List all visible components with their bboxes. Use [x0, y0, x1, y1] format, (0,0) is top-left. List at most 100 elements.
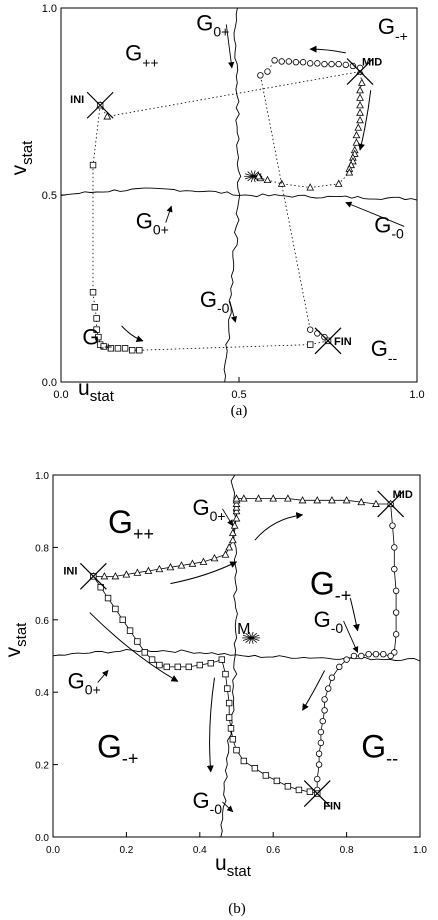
panel-a-curve-label: G0+ — [136, 209, 169, 238]
panel-b-triangle-point — [232, 514, 241, 522]
panel-a-circle-point — [307, 60, 314, 67]
panel-a-triangle-point — [103, 112, 112, 120]
panel-a-triangle-point — [357, 78, 366, 86]
panel-a-saddle-stroke — [252, 170, 256, 177]
panel-b-saddle-stroke — [242, 637, 252, 641]
panel-a-triangle-point — [334, 179, 343, 187]
panel-b-square-point — [156, 661, 163, 669]
panel-b-y-tick-label: 0.2 — [35, 761, 49, 772]
panel-b-triangle-point — [342, 496, 351, 504]
panel-b-triangle-point — [225, 543, 234, 551]
panel-a-flow-arrow — [309, 45, 346, 54]
panel-a-square-point — [128, 347, 136, 354]
panel-b-plot-frame — [52, 474, 421, 838]
panel-b-marker-label: INI — [63, 565, 77, 577]
panel-a-curve-label-arrow — [345, 201, 405, 227]
panel-b-square-point — [227, 725, 235, 732]
panel-b-triangle-point — [357, 497, 366, 506]
panel-a-curve-label-sub: -0 — [391, 225, 404, 241]
panel-a-triangle-point — [356, 86, 364, 94]
panel-b-triangle-point — [239, 494, 248, 502]
panel-b-triangle-point — [328, 496, 336, 504]
panel-b: (b) 0.0 0.2 0.4 0.6 0.8 1.0 0.0 0.2 0.4 0.6 0.8 1.0… — [2, 471, 427, 917]
panel-a-circle-point — [299, 59, 307, 66]
panel-b-circle-point — [392, 587, 400, 595]
panel-b-square-point — [218, 656, 226, 663]
panel-a-series-circle-line — [259, 59, 361, 342]
panel-b-curve-label: G-0 — [192, 788, 222, 817]
panel-a-circle-point — [328, 60, 335, 68]
panel-a-region-label: G++ — [125, 40, 158, 70]
panel-b-saddle-stroke — [248, 631, 252, 639]
panel-b-square-point — [148, 656, 156, 663]
panel-a-square-point — [93, 326, 100, 333]
panel-b-circle-point — [317, 728, 325, 736]
panel-a-triangle-point — [345, 168, 354, 176]
panel-a-triangle-point — [306, 183, 315, 191]
panel-a-y-axis-label: vstat — [8, 140, 36, 176]
panel-b-x-tick-label: 0.0 — [46, 845, 60, 856]
panel-a-circle-point — [356, 64, 364, 72]
panel-a-x-tick-label: 0.0 — [53, 389, 68, 401]
panel-a-caption: (a) — [231, 403, 248, 419]
panel-a: (a) 0.0 0.5 1.0 0.0 0.5 1.0 ustat vstat INI MID FI… — [8, 3, 425, 419]
panel-a-circle-point — [307, 326, 314, 333]
panel-a-region-label-sub: -+ — [99, 339, 112, 355]
panel-b-x-tick-label: 1.0 — [413, 845, 427, 856]
panel-b-circle-point — [321, 696, 328, 703]
panel-a-square-point — [89, 289, 97, 296]
panel-a-y-tick-label: 0.5 — [42, 190, 57, 202]
panel-b-marker-label: M — [237, 621, 250, 638]
panel-b-region-label-sub: -+ — [335, 585, 352, 605]
panel-a-square-point — [100, 343, 107, 350]
panel-b-circle-point — [317, 739, 325, 747]
panel-a-triangle-point — [356, 93, 364, 101]
panel-b-circle-point — [315, 761, 323, 768]
panel-b-x-axis-label-sub: stat — [227, 863, 252, 880]
panel-b-square-point — [251, 765, 259, 772]
panel-b-saddle-stroke — [250, 637, 258, 643]
panel-a-curve-label-sub: 0+ — [153, 222, 169, 238]
panel-b-x-tick-label: 0.2 — [119, 845, 133, 856]
panel-b-square-point — [126, 627, 134, 634]
panel-a-square-point — [91, 303, 99, 311]
panel-b-triangle-point — [122, 570, 131, 578]
panel-a-curve-label: G-0 — [374, 212, 404, 241]
panel-a-triangle-point — [356, 100, 364, 109]
panel-b-triangle-point — [232, 494, 241, 502]
panel-a-y-tick-label: 1.0 — [42, 3, 57, 15]
panel-b-curve-label-sub: 0+ — [210, 508, 226, 524]
panel-b-separatrix-horizontal — [52, 649, 421, 662]
panel-b-triangle-point — [232, 499, 241, 507]
panel-b-circle-point — [392, 631, 400, 638]
panel-b-triangle-point — [210, 554, 219, 562]
panel-b-y-tick-label: 0.6 — [35, 616, 49, 627]
panel-b-triangle-point — [313, 496, 322, 504]
panel-b-triangle-point — [144, 566, 153, 574]
panel-b-square-point — [196, 661, 203, 669]
panel-b-saddle-stroke — [250, 632, 258, 639]
panel-b-circle-point — [336, 663, 343, 671]
panel-b-flow-arrow — [89, 612, 179, 682]
panel-b-region-label-sub: -- — [386, 748, 398, 768]
panel-b-triangle-point — [232, 503, 241, 511]
panel-b-triangle-point — [188, 559, 197, 567]
panel-a-saddle-stroke — [247, 171, 254, 177]
panel-a-region-label-sub: ++ — [142, 54, 158, 70]
panel-a-region-label: G-+ — [82, 325, 112, 355]
panel-b-circle-point — [372, 650, 380, 658]
panel-b-triangle-point — [177, 561, 186, 569]
panel-b-square-point — [224, 685, 231, 692]
panel-b-square-point — [306, 788, 314, 795]
panel-b-square-point — [225, 714, 233, 721]
panel-a-saddle-stroke — [252, 171, 260, 177]
panel-b-saddle-stroke — [250, 637, 254, 644]
panel-a-flow-arrow — [121, 325, 144, 343]
panel-a-cross-mark — [346, 58, 374, 86]
panel-a-marker-label: FIN — [334, 336, 352, 348]
panel-b-circle-point — [389, 522, 396, 529]
panel-a-cross-mark — [86, 91, 114, 119]
panel-b-square-point — [273, 777, 281, 785]
panel-b-x-tick-label: 0.6 — [266, 845, 280, 856]
